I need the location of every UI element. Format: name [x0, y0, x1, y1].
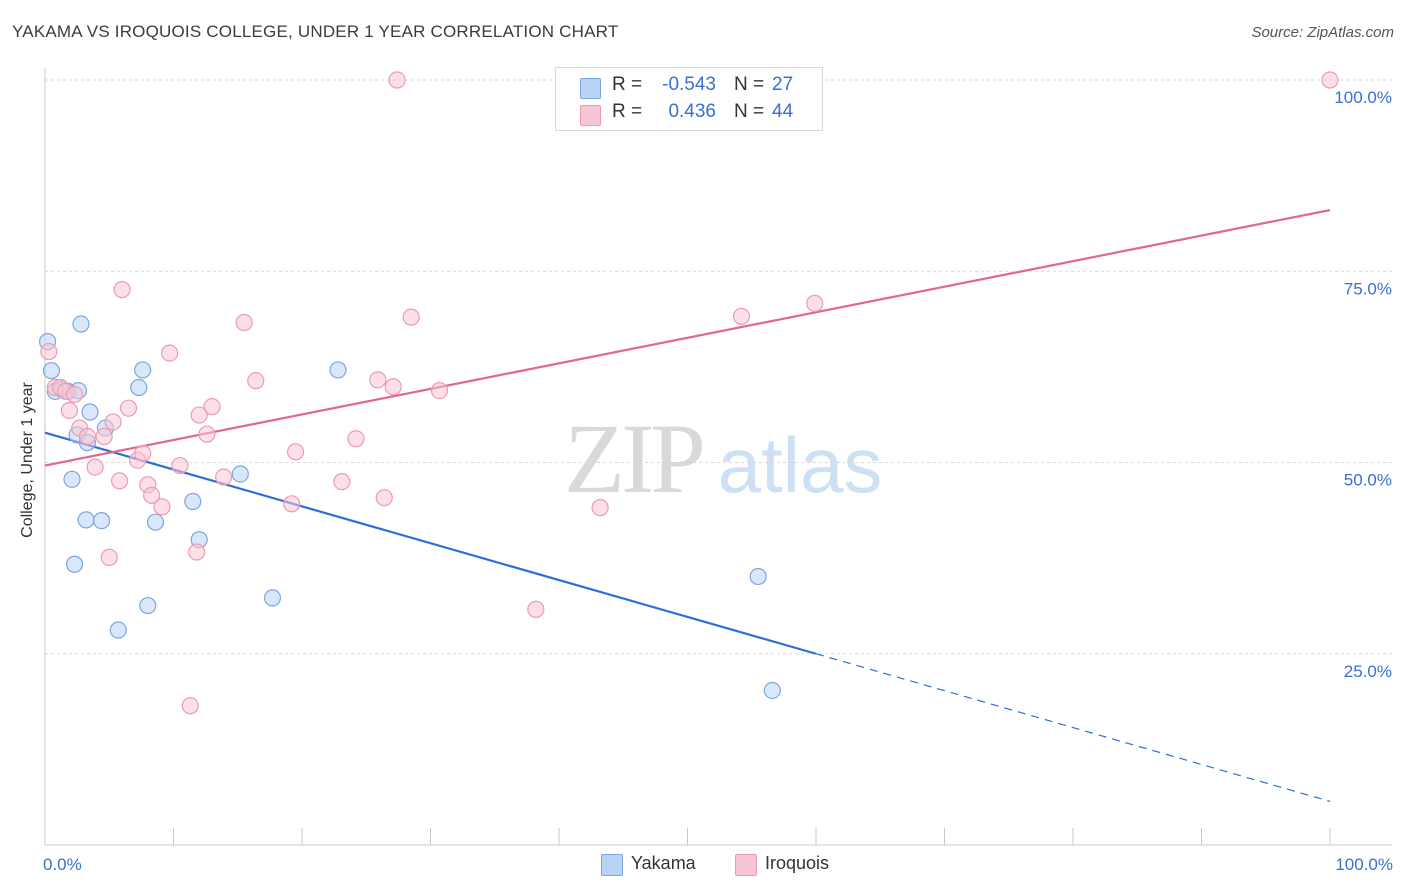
- bottom-legend-swatch-yakama: [601, 854, 623, 876]
- iroquois-point: [388, 71, 406, 89]
- yakama-point: [81, 403, 99, 421]
- bottom-legend-iroquois: Iroquois: [735, 852, 855, 876]
- iroquois-point: [247, 372, 265, 390]
- iroquois-point: [369, 371, 387, 389]
- y-tick-label: 50.0%: [1344, 471, 1392, 490]
- iroquois-point: [134, 444, 152, 462]
- iroquois-point: [283, 495, 301, 513]
- iroquois-point: [188, 543, 206, 561]
- iroquois-point: [430, 381, 449, 400]
- legend-r-label: R =: [612, 74, 643, 95]
- iroquois-point: [161, 344, 179, 362]
- legend-row-iroquois: R = 0.436 N = 44: [556, 101, 822, 129]
- yakama-point: [263, 589, 282, 607]
- iroquois-point: [333, 473, 351, 491]
- iroquois-point: [110, 472, 129, 490]
- legend-r-value: 0.436: [668, 101, 716, 122]
- yakama-point: [77, 511, 95, 529]
- watermark-atlas: atlas: [718, 421, 883, 509]
- yakama-point: [63, 470, 81, 488]
- yakama-point: [231, 465, 249, 483]
- iroquois-point: [143, 486, 161, 504]
- iroquois-point: [78, 427, 97, 446]
- yakama-point: [749, 567, 767, 586]
- bottom-legend-yakama: Yakama: [601, 852, 711, 876]
- iroquois-point: [181, 697, 199, 715]
- yakama-point: [329, 361, 347, 379]
- x-tick-label: 0.0%: [43, 855, 82, 874]
- yakama-trend-line-dashed: [815, 653, 1331, 802]
- iroquois-point: [527, 600, 545, 618]
- legend-n-label: N =: [734, 101, 765, 122]
- yakama-point: [763, 681, 781, 700]
- bottom-legend-label: Yakama: [631, 853, 696, 873]
- watermark-zip: ZIP: [564, 403, 702, 514]
- source-label: Source: ZipAtlas.com: [1251, 24, 1394, 41]
- legend-n-label: N =: [734, 74, 765, 95]
- iroquois-point: [286, 443, 305, 461]
- iroquois-point: [384, 378, 402, 396]
- legend-r-label: R =: [612, 101, 643, 122]
- legend-row-yakama: R = -0.543 N = 27: [556, 74, 822, 102]
- iroquois-point: [1321, 71, 1339, 89]
- yakama-point: [65, 555, 84, 573]
- iroquois-point: [60, 401, 79, 420]
- iroquois-point: [198, 425, 216, 443]
- iroquois-point: [203, 398, 221, 416]
- iroquois-point: [40, 342, 58, 361]
- iroquois-point: [119, 399, 138, 417]
- iroquois-point: [806, 294, 824, 312]
- yakama-point: [146, 513, 165, 531]
- legend-r-value: -0.543: [662, 74, 716, 95]
- iroquois-point: [95, 427, 113, 446]
- iroquois-point: [65, 385, 84, 404]
- legend-swatch-yakama: [580, 78, 601, 99]
- iroquois-point: [591, 499, 609, 517]
- iroquois-point: [171, 456, 189, 475]
- iroquois-trend-line: [44, 208, 1331, 467]
- iroquois-point: [402, 308, 420, 326]
- iroquois-point: [86, 458, 104, 476]
- legend-swatch-iroquois: [580, 105, 601, 126]
- iroquois-point: [113, 281, 131, 299]
- yakama-point: [134, 361, 152, 379]
- yakama-point: [139, 596, 157, 615]
- yakama-point: [92, 512, 111, 530]
- yakama-point: [130, 378, 148, 397]
- iroquois-point: [375, 489, 393, 507]
- iroquois-point: [104, 413, 122, 431]
- iroquois-point: [732, 307, 751, 325]
- iroquois-point: [153, 498, 171, 516]
- bottom-legend-label: Iroquois: [765, 853, 830, 873]
- iroquois-point: [215, 468, 233, 486]
- x-tick-label: 100.0%: [1335, 855, 1393, 874]
- y-tick-label: 100.0%: [1334, 88, 1392, 107]
- yakama-point: [109, 621, 127, 639]
- legend-n-value: 27: [772, 74, 794, 95]
- y-tick-label: 25.0%: [1344, 662, 1392, 681]
- iroquois-point: [347, 430, 365, 448]
- yakama-point: [42, 362, 61, 380]
- legend-n-value: 44: [772, 101, 794, 122]
- y-tick-label: 75.0%: [1344, 279, 1392, 298]
- bottom-legend-swatch-iroquois: [735, 854, 757, 876]
- chart-title: YAKAMA VS IROQUOIS COLLEGE, UNDER 1 YEAR…: [12, 22, 619, 41]
- stats-legend: R = -0.543 N = 27 R = 0.436 N = 44: [555, 67, 823, 131]
- iroquois-point: [190, 406, 208, 424]
- iroquois-point: [235, 313, 253, 332]
- yakama-point: [72, 315, 90, 333]
- yakama-point: [184, 492, 202, 511]
- iroquois-point: [100, 548, 118, 566]
